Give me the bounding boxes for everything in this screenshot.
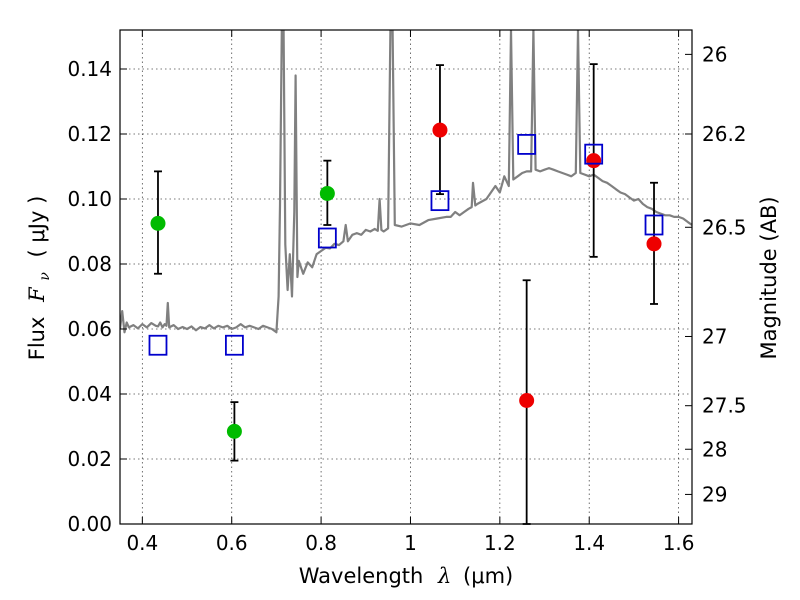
- data-point-circle: [150, 215, 166, 231]
- model-spectrum: [120, 30, 692, 334]
- y-tick-label: 0.00: [67, 512, 112, 536]
- model-spectrum-line: [120, 30, 692, 334]
- x-axis-label-main: Wavelength: [299, 564, 424, 588]
- model-photometry-square: [317, 227, 337, 249]
- y-axis-label-unit: ( μJy ): [25, 196, 49, 258]
- x-axis-label-unit: (μm): [463, 564, 513, 588]
- data-point-circle: [519, 393, 535, 408]
- y2-tick-label: 28: [702, 437, 727, 461]
- y-tick-label: 0.08: [67, 252, 112, 276]
- y-axis-label-main: Flux: [25, 317, 49, 361]
- x-tick-label: 0.6: [216, 531, 248, 555]
- y-tick-label: 0.10: [67, 187, 112, 211]
- y-axis-label: Flux F ν ( μJy ): [25, 196, 54, 361]
- axis-ticks: 0.4 0.6 0.8 1 1.2 1.4 1.6 0.00 0.02 0.04 0.06 0.08 0…: [67, 30, 747, 555]
- y2-tick-label: 26.2: [702, 122, 747, 146]
- x-tick-label: 1: [404, 531, 417, 555]
- model-photometry-square: [584, 143, 604, 165]
- x-axis-label-symbol: λ: [437, 564, 451, 588]
- y2-tick-label: 29: [702, 482, 727, 506]
- y2-tick-label: 26: [702, 42, 727, 66]
- x-axis-label: Wavelength λ (μm): [299, 564, 513, 588]
- plot-frame: [119, 29, 693, 525]
- y-tick-label: 0.06: [67, 317, 112, 341]
- y-axis-label-sub: ν: [37, 272, 53, 281]
- x-tick-label: 0.4: [126, 531, 158, 555]
- y2-tick-label: 27.5: [702, 394, 747, 418]
- model-photometry-square: [517, 133, 537, 155]
- data-point-circle: [432, 122, 448, 138]
- data-point-circle: [586, 153, 602, 169]
- error-bars: [153, 63, 659, 525]
- model-photometry-square: [148, 334, 168, 356]
- x-tick-label: 1.6: [663, 531, 695, 555]
- y-tick-label: 0.04: [67, 382, 112, 406]
- y2-tick-label: 26.5: [702, 215, 747, 239]
- data-point-circle: [226, 423, 242, 439]
- y-axis-label-symbol: F: [25, 286, 49, 303]
- data-point-circle: [319, 185, 335, 201]
- y-tick-label: 0.02: [67, 447, 112, 471]
- data-point-circle: [646, 236, 662, 252]
- y-tick-label: 0.12: [67, 122, 112, 146]
- x-tick-label: 1.2: [484, 531, 516, 555]
- x-tick-label: 0.8: [305, 531, 337, 555]
- data-points: [148, 122, 664, 439]
- y2-axis-label: Magnitude (AB): [757, 196, 781, 359]
- x-tick-label: 1.4: [573, 531, 605, 555]
- y-tick-label: 0.14: [67, 57, 112, 81]
- y2-tick-label: 27: [702, 324, 727, 348]
- model-photometry-square: [644, 214, 664, 236]
- model-photometry-square: [224, 334, 244, 356]
- grid-lines: [120, 30, 692, 525]
- model-photometry-square: [430, 190, 450, 212]
